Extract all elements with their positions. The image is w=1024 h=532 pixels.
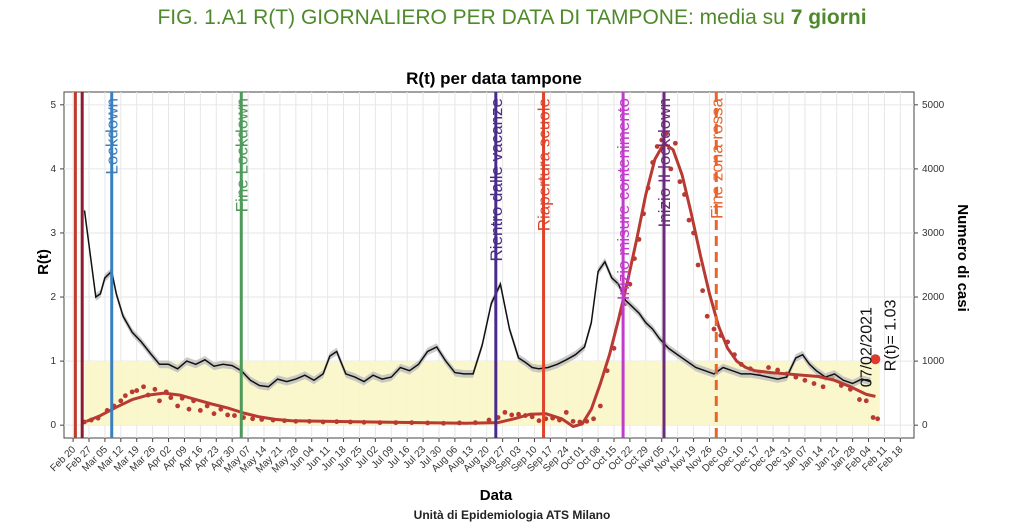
cases-point [186, 406, 192, 412]
cases-point [863, 398, 869, 404]
event-label: Fine Lockdown [232, 98, 251, 212]
y-tick-label: 2 [50, 292, 56, 303]
annotation-date: 07/02/2021 [858, 307, 875, 387]
y2-tick-label: 3000 [922, 228, 945, 239]
cases-point [141, 384, 146, 390]
y-tick-label: 4 [50, 164, 56, 175]
figure-title-bold: 7 giorni [790, 6, 867, 29]
cases-point [686, 217, 692, 223]
y2-tick-label: 4000 [922, 164, 945, 175]
event-label: Rientro dalle vacanze [487, 98, 506, 261]
cases-point [820, 384, 826, 390]
cases-point [134, 388, 140, 393]
event-label: Inizio II lockdown [655, 98, 674, 227]
cases-point [118, 398, 124, 404]
cases-point [857, 397, 862, 402]
cases-point [811, 381, 817, 386]
cases-point [704, 313, 710, 319]
cases-point [711, 326, 717, 332]
y2-tick-label: 5000 [922, 100, 945, 111]
x-axis-label: Data [480, 487, 513, 504]
cases-point [225, 412, 231, 418]
event-label: Riapertura scuole [535, 98, 554, 231]
cases-smooth-line [86, 141, 876, 428]
cases-point [122, 393, 128, 399]
rt-latest-point [870, 354, 881, 365]
cases-point [563, 409, 569, 415]
y-axis-label: R(t) [35, 249, 52, 275]
figure-title: FIG. 1.A1 R(T) GIORNALIERO PER DATA DI T… [0, 6, 1024, 30]
figure-title-main: FIG. 1.A1 R(T) GIORNALIERO PER DATA DI T… [157, 6, 791, 29]
cases-point [509, 412, 515, 418]
cases-point [250, 416, 256, 422]
cases-point [672, 140, 678, 146]
annotation-value: R(t)= 1.03 [882, 300, 899, 372]
cases-point [232, 413, 237, 418]
y2-axis-label: Numero di casi [954, 204, 971, 312]
chart-title: R(t) per data tampone [406, 69, 582, 88]
cases-point [211, 411, 217, 417]
cases-point [197, 408, 203, 413]
cases-point [677, 179, 683, 185]
cases-point [775, 367, 781, 373]
cases-point [175, 403, 181, 409]
cases-point [597, 403, 603, 409]
cases-point [627, 281, 633, 287]
cases-point [654, 144, 660, 149]
cases-point [129, 389, 135, 395]
cases-point [668, 166, 674, 172]
y-tick-label: 5 [50, 100, 56, 111]
cases-point [766, 365, 771, 370]
cases-point [516, 411, 521, 417]
cases-point [168, 395, 174, 401]
cases-point [875, 416, 881, 422]
event-label: Lockdown [103, 98, 122, 175]
y2-tick-label: 1000 [922, 356, 945, 367]
cases-point [695, 262, 701, 268]
cases-point [152, 386, 158, 392]
y2-tick-label: 0 [922, 420, 928, 431]
cases-point [486, 417, 492, 423]
y2-tick-label: 2000 [922, 292, 945, 303]
cases-point [591, 416, 596, 422]
cases-point [204, 403, 210, 409]
y-tick-label: 3 [50, 228, 56, 239]
cases-point [502, 409, 508, 415]
rt-line [83, 210, 871, 388]
cases-point [870, 415, 876, 420]
y-tick-label: 0 [50, 420, 56, 431]
event-label: Fine zona rossa [707, 97, 726, 218]
cases-point [700, 288, 706, 294]
cases-point [536, 418, 542, 424]
credit-line: Unità di Epidemiologia ATS Milano [413, 508, 611, 522]
cases-point [570, 418, 576, 424]
cases-point [157, 398, 162, 404]
event-label: Inizio misure contenimento [614, 98, 633, 300]
cases-point [802, 377, 808, 383]
y-tick-label: 1 [50, 356, 56, 367]
